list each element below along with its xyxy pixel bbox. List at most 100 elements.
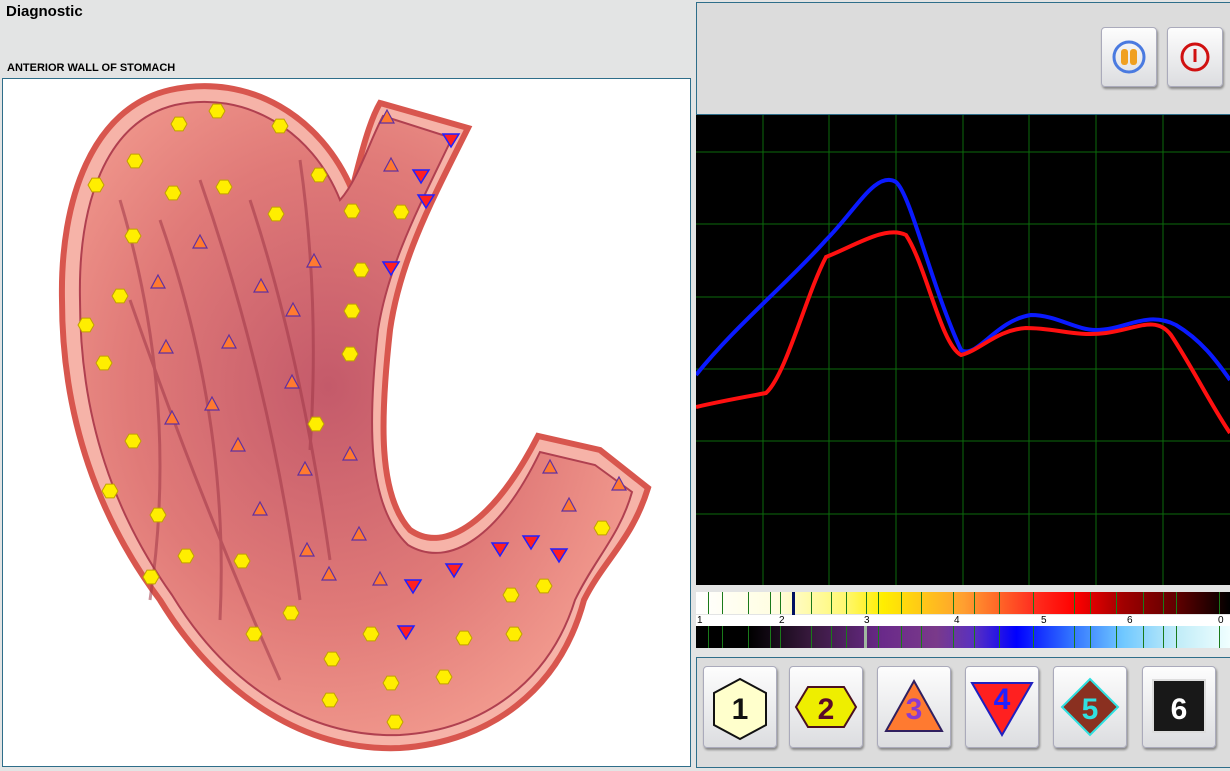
level-2-marker[interactable]: [170, 116, 188, 132]
level-3-marker[interactable]: [560, 496, 578, 512]
level-4-marker[interactable]: [521, 535, 541, 551]
level-3-marker[interactable]: [541, 458, 559, 474]
scale-tick: [708, 626, 709, 648]
level-2-marker[interactable]: [126, 153, 144, 169]
level-4-marker[interactable]: [396, 625, 416, 641]
level-3-marker[interactable]: [157, 338, 175, 354]
hexagon-icon: 2: [794, 686, 858, 728]
scale-tick: [953, 592, 954, 614]
level-2-marker[interactable]: [343, 303, 361, 319]
level-2-button[interactable]: 2: [789, 666, 863, 748]
level-4-marker[interactable]: [441, 133, 461, 149]
level-4-marker[interactable]: [416, 194, 436, 210]
level-2-marker[interactable]: [307, 416, 325, 432]
level-2-marker[interactable]: [502, 587, 520, 603]
level-2-marker[interactable]: [149, 507, 167, 523]
scale-tick: [780, 592, 781, 614]
level-2-marker[interactable]: [142, 569, 160, 585]
level-2-marker[interactable]: [310, 167, 328, 183]
level-label: 2: [818, 693, 835, 726]
level-3-marker[interactable]: [203, 395, 221, 411]
level-2-marker[interactable]: [505, 626, 523, 642]
organ-label: ANTERIOR WALL OF STOMACH: [7, 62, 176, 74]
level-4-marker[interactable]: [444, 563, 464, 579]
level-3-marker[interactable]: [298, 541, 316, 557]
diamond-icon: 5: [1060, 677, 1120, 737]
level-3-marker[interactable]: [610, 475, 628, 491]
level-2-marker[interactable]: [392, 204, 410, 220]
level-2-marker[interactable]: [362, 626, 380, 642]
level-4-marker[interactable]: [403, 579, 423, 595]
level-2-marker[interactable]: [282, 605, 300, 621]
level-2-marker[interactable]: [124, 228, 142, 244]
level-2-marker[interactable]: [455, 630, 473, 646]
level-2-marker[interactable]: [386, 714, 404, 730]
level-2-marker[interactable]: [77, 317, 95, 333]
level-2-marker[interactable]: [382, 675, 400, 691]
spectrum-graph: [696, 115, 1230, 585]
level-2-marker[interactable]: [323, 651, 341, 667]
level-3-marker[interactable]: [163, 409, 181, 425]
level-3-marker[interactable]: [378, 108, 396, 124]
scale-tick: [770, 626, 771, 648]
level-4-marker[interactable]: [490, 542, 510, 558]
level-3-marker[interactable]: [283, 373, 301, 389]
level-3-marker[interactable]: [252, 277, 270, 293]
level-1-button[interactable]: 1: [703, 666, 777, 748]
scale-tick: [1074, 626, 1075, 648]
level-3-button[interactable]: 3: [877, 666, 951, 748]
scale-tick: [1143, 592, 1144, 614]
level-2-marker[interactable]: [271, 118, 289, 134]
level-6-button[interactable]: 6: [1142, 666, 1216, 748]
level-3-marker[interactable]: [320, 565, 338, 581]
hexagon-icon: 1: [713, 677, 767, 741]
level-3-marker[interactable]: [371, 570, 389, 586]
level-5-button[interactable]: 5: [1053, 666, 1127, 748]
level-4-marker[interactable]: [549, 548, 569, 564]
level-2-marker[interactable]: [267, 206, 285, 222]
triangle-up-icon: 3: [884, 678, 944, 732]
level-3-marker[interactable]: [350, 525, 368, 541]
level-2-marker[interactable]: [208, 103, 226, 119]
level-3-marker[interactable]: [341, 445, 359, 461]
level-2-marker[interactable]: [535, 578, 553, 594]
level-2-marker[interactable]: [124, 433, 142, 449]
level-2-marker[interactable]: [343, 203, 361, 219]
level-2-marker[interactable]: [352, 262, 370, 278]
level-4-marker[interactable]: [411, 169, 431, 185]
level-2-marker[interactable]: [164, 185, 182, 201]
level-2-marker[interactable]: [435, 669, 453, 685]
scale-label: 1: [697, 615, 703, 626]
level-3-marker[interactable]: [229, 436, 247, 452]
scale-tick: [722, 626, 723, 648]
level-2-marker[interactable]: [215, 179, 233, 195]
scale-tick: [770, 592, 771, 614]
level-2-marker[interactable]: [233, 553, 251, 569]
scale-tick: [878, 626, 879, 648]
pause-button[interactable]: [1101, 27, 1157, 87]
level-3-marker[interactable]: [220, 333, 238, 349]
level-2-marker[interactable]: [341, 346, 359, 362]
level-3-marker[interactable]: [149, 273, 167, 289]
level-3-marker[interactable]: [284, 301, 302, 317]
level-2-marker[interactable]: [87, 177, 105, 193]
level-2-marker[interactable]: [111, 288, 129, 304]
level-4-marker[interactable]: [381, 261, 401, 277]
level-3-marker[interactable]: [296, 460, 314, 476]
cool-scale-marker: [864, 626, 867, 648]
level-3-marker[interactable]: [251, 500, 269, 516]
scale-tick: [1163, 592, 1164, 614]
level-2-marker[interactable]: [101, 483, 119, 499]
scale-tick: [921, 626, 922, 648]
level-2-marker[interactable]: [593, 520, 611, 536]
level-3-marker[interactable]: [191, 233, 209, 249]
level-2-marker[interactable]: [321, 692, 339, 708]
scale-tick: [901, 626, 902, 648]
level-2-marker[interactable]: [245, 626, 263, 642]
level-3-marker[interactable]: [305, 252, 323, 268]
power-button[interactable]: [1167, 27, 1223, 87]
level-2-marker[interactable]: [177, 548, 195, 564]
level-4-button[interactable]: 4: [965, 666, 1039, 748]
level-2-marker[interactable]: [95, 355, 113, 371]
level-3-marker[interactable]: [382, 156, 400, 172]
